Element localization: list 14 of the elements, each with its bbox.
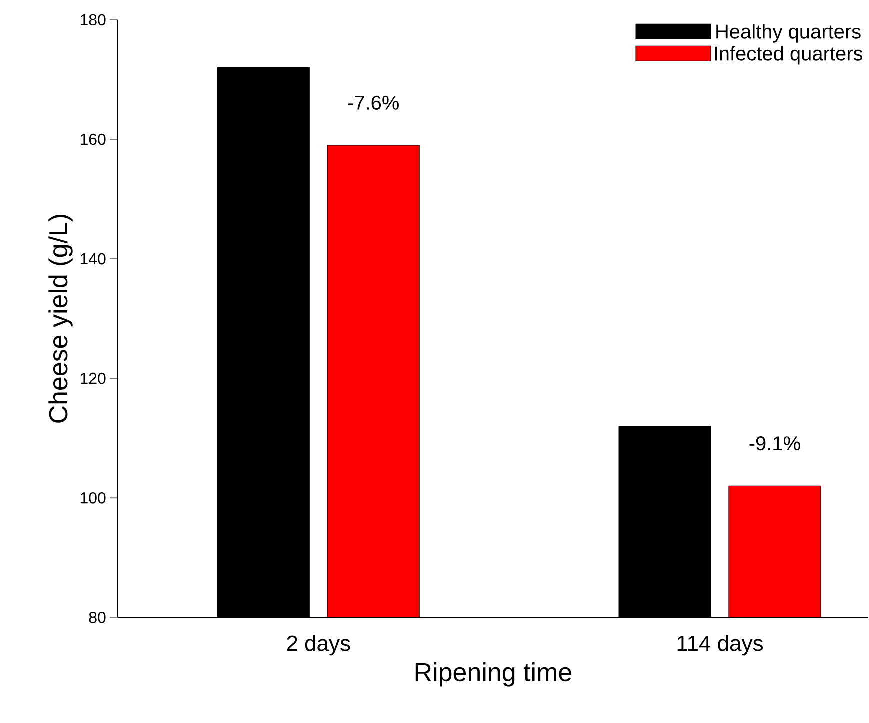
y-tick-label: 140 <box>80 254 106 265</box>
y-tick-label: 180 <box>80 14 106 26</box>
y-axis-title: Cheese yield (g/L) <box>48 215 73 424</box>
x-tick-label: 114 days <box>678 635 763 656</box>
legend-label: Infected quarters <box>715 46 863 65</box>
annotation: -7.6% <box>348 96 399 110</box>
y-tick-label: 160 <box>80 134 106 146</box>
y-tick-label: 80 <box>89 612 106 624</box>
legend-label: Healthy quarters <box>716 24 861 44</box>
y-tick-label: 100 <box>80 492 106 504</box>
annotation: -9.1% <box>750 436 800 451</box>
y-tick-label: 120 <box>80 373 106 384</box>
x-axis-title: Ripening time <box>416 662 572 687</box>
x-tick-label: 2 days <box>287 635 350 656</box>
